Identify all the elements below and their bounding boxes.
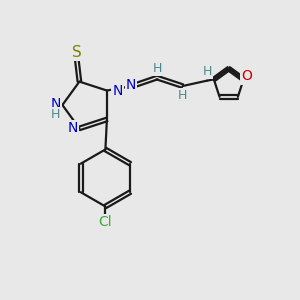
Text: N: N (51, 97, 61, 110)
Text: H: H (202, 64, 212, 77)
Text: S: S (71, 45, 81, 60)
Text: H: H (152, 61, 162, 74)
Text: H: H (51, 107, 61, 121)
Text: Cl: Cl (99, 215, 112, 229)
Text: N: N (112, 83, 123, 98)
Text: N: N (126, 77, 136, 92)
Text: H: H (178, 89, 187, 102)
Text: N: N (68, 122, 78, 135)
Text: O: O (241, 69, 252, 83)
